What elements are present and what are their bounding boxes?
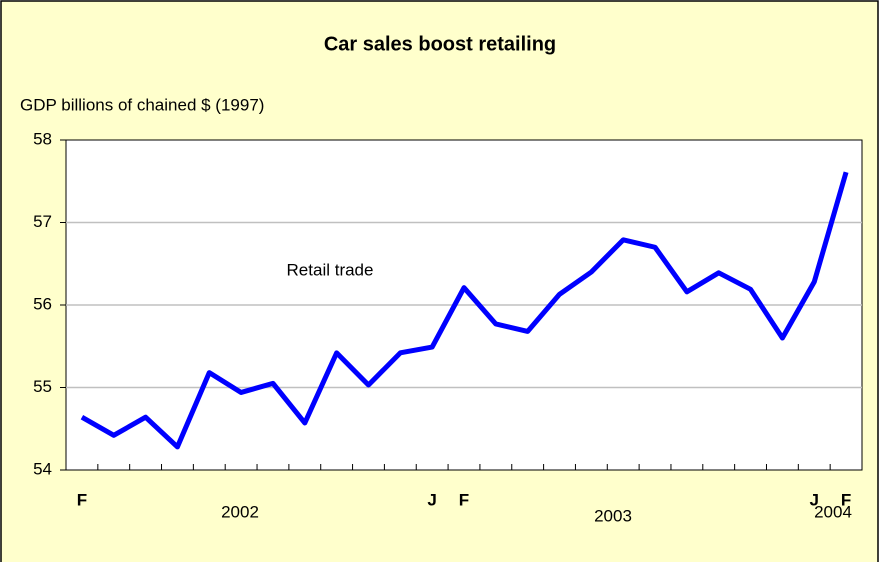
year-label: 2003 — [594, 506, 632, 525]
y-axis-label: GDP billions of chained $ (1997) — [20, 95, 264, 114]
x-tick-label: F — [841, 490, 851, 509]
annotation: Retail trade — [287, 260, 374, 279]
chart-title: Car sales boost retailing — [324, 33, 556, 55]
year-label: 2004 — [814, 502, 852, 521]
y-tick-label: 55 — [33, 377, 52, 396]
y-tick-label: 56 — [33, 294, 52, 313]
x-tick-label: J — [810, 490, 819, 509]
data-line — [80, 171, 849, 450]
x-tick-label: F — [459, 490, 469, 509]
year-label: 2002 — [221, 502, 259, 521]
y-tick-label: 54 — [33, 459, 52, 478]
y-tick-label: 57 — [33, 212, 52, 231]
x-tick-label: J — [427, 490, 436, 509]
y-tick-label: 58 — [33, 129, 52, 148]
x-tick-label: F — [77, 490, 87, 509]
